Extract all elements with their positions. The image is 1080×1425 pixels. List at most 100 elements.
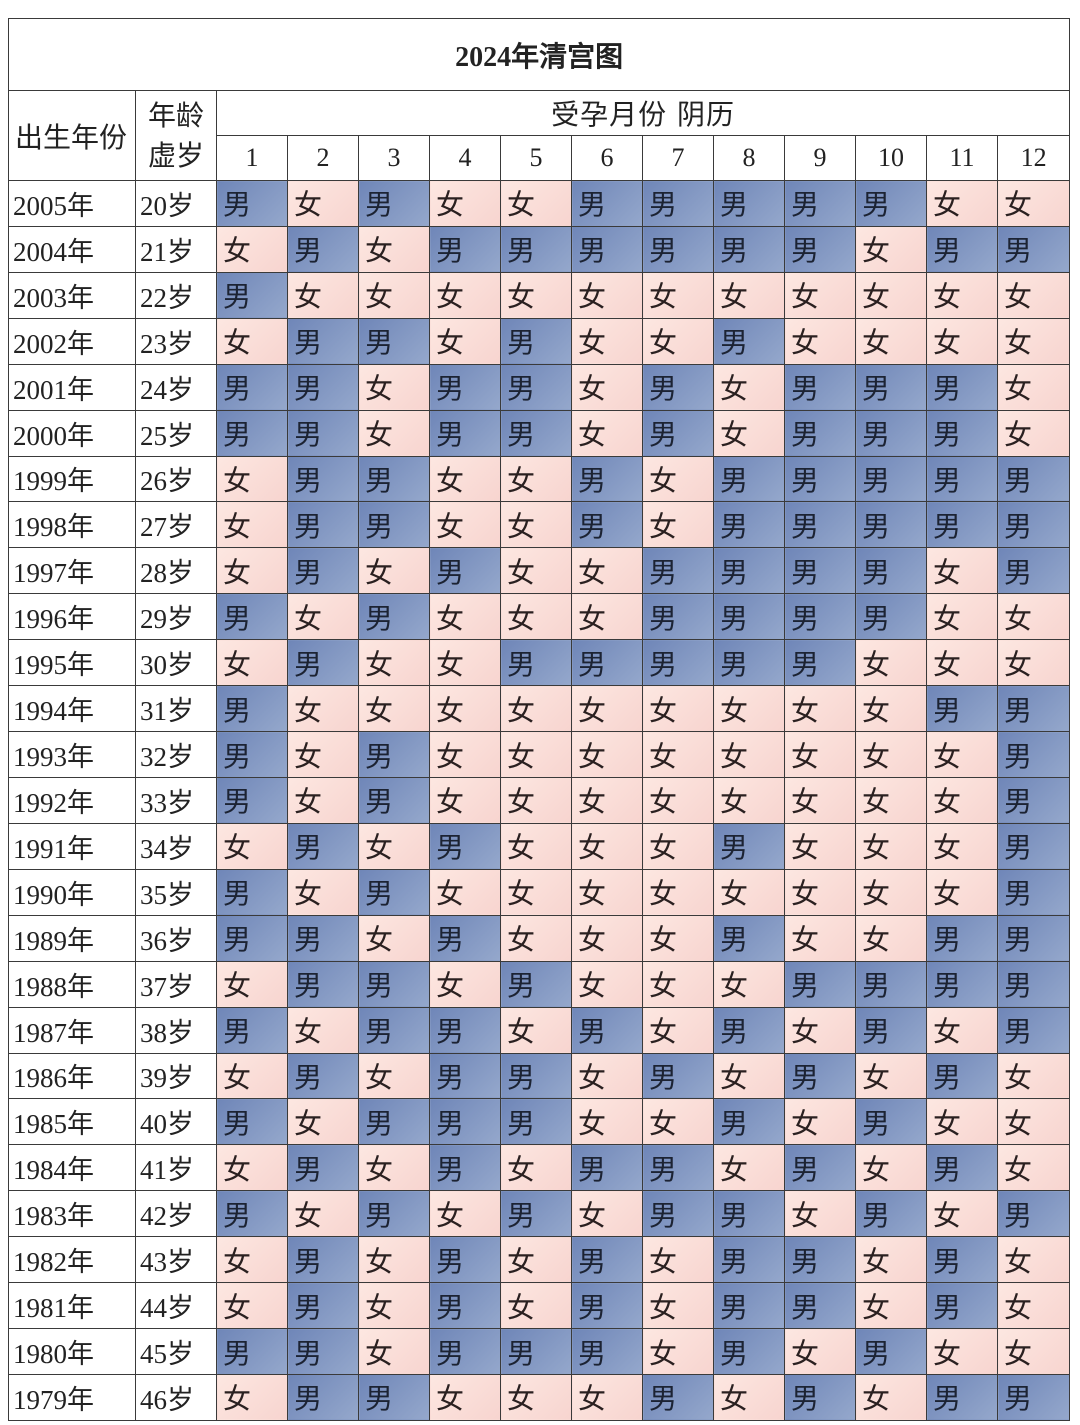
female-cell: 女 bbox=[287, 180, 359, 227]
male-cell: 男 bbox=[926, 501, 998, 549]
male-cell: 男 bbox=[926, 914, 998, 962]
female-cell: 女 bbox=[713, 1144, 785, 1192]
female-cell: 女 bbox=[216, 960, 288, 1008]
female-cell: 女 bbox=[571, 363, 643, 411]
male-cell: 男 bbox=[358, 455, 430, 503]
age-cell: 40岁 bbox=[135, 1098, 217, 1146]
birth-year-cell: 1985年 bbox=[8, 1098, 136, 1146]
female-cell: 女 bbox=[216, 1052, 288, 1100]
male-cell: 男 bbox=[713, 455, 785, 503]
age-cell: 43岁 bbox=[135, 1236, 217, 1284]
female-cell: 女 bbox=[855, 271, 927, 319]
female-cell: 女 bbox=[926, 776, 998, 824]
female-cell: 女 bbox=[571, 1052, 643, 1100]
female-cell: 女 bbox=[713, 1373, 785, 1422]
gender-chart-table: 2024年清宫图 出生年份 年龄 虚岁 受孕月份 阴历 1 2 3 4 5 6 7 8 9 10 1… bbox=[7, 18, 1071, 1422]
table-row: 1988年 37岁女男男女男女女女男男男男 bbox=[8, 960, 1071, 1008]
male-cell: 男 bbox=[216, 271, 288, 319]
male-cell: 男 bbox=[429, 914, 501, 962]
female-cell: 女 bbox=[784, 1098, 856, 1146]
male-cell: 男 bbox=[713, 1328, 785, 1375]
male-cell: 男 bbox=[926, 363, 998, 411]
male-cell: 男 bbox=[855, 547, 927, 595]
female-cell: 女 bbox=[287, 776, 359, 824]
male-cell: 男 bbox=[996, 547, 1071, 595]
male-cell: 男 bbox=[287, 1282, 359, 1330]
female-cell: 女 bbox=[358, 409, 430, 457]
female-cell: 女 bbox=[287, 1006, 359, 1054]
male-cell: 男 bbox=[713, 1236, 785, 1284]
female-cell: 女 bbox=[784, 1190, 856, 1238]
male-cell: 男 bbox=[996, 1190, 1071, 1238]
male-cell: 男 bbox=[216, 868, 288, 916]
female-cell: 女 bbox=[358, 271, 430, 319]
male-cell: 男 bbox=[784, 960, 856, 1008]
age-cell: 35岁 bbox=[135, 868, 217, 916]
table-row: 1990年 35岁男女男女女女女女女女女男 bbox=[8, 868, 1071, 916]
female-cell: 女 bbox=[216, 1236, 288, 1284]
birth-year-cell: 2004年 bbox=[8, 225, 136, 273]
month-header-9: 9 bbox=[784, 135, 856, 181]
female-cell: 女 bbox=[642, 685, 714, 733]
female-cell: 女 bbox=[287, 271, 359, 319]
female-cell: 女 bbox=[500, 1236, 572, 1284]
female-cell: 女 bbox=[500, 1373, 572, 1422]
male-cell: 男 bbox=[287, 1144, 359, 1192]
female-cell: 女 bbox=[216, 1373, 288, 1422]
male-cell: 男 bbox=[216, 776, 288, 824]
male-cell: 男 bbox=[713, 501, 785, 549]
female-cell: 女 bbox=[784, 1006, 856, 1054]
table-row: 1980年 45岁男男女男男男女男女男女女 bbox=[8, 1328, 1071, 1375]
female-cell: 女 bbox=[429, 180, 501, 227]
female-cell: 女 bbox=[642, 317, 714, 365]
male-cell: 男 bbox=[855, 455, 927, 503]
table-row: 1993年 32岁男女男女女女女女女女女男 bbox=[8, 731, 1071, 778]
table-row: 1999年 26岁女男男女女男女男男男男男 bbox=[8, 455, 1071, 503]
female-cell: 女 bbox=[713, 868, 785, 916]
female-cell: 女 bbox=[996, 1328, 1071, 1375]
female-cell: 女 bbox=[429, 501, 501, 549]
male-cell: 男 bbox=[429, 1282, 501, 1330]
female-cell: 女 bbox=[358, 639, 430, 687]
table-row: 2002年 23岁女男男女男女女男女女女女 bbox=[8, 317, 1071, 365]
female-cell: 女 bbox=[713, 1052, 785, 1100]
birth-year-cell: 1993年 bbox=[8, 731, 136, 778]
male-cell: 男 bbox=[926, 1282, 998, 1330]
male-cell: 男 bbox=[216, 1190, 288, 1238]
female-cell: 女 bbox=[642, 960, 714, 1008]
female-cell: 女 bbox=[996, 1052, 1071, 1100]
female-cell: 女 bbox=[784, 822, 856, 870]
male-cell: 男 bbox=[287, 1052, 359, 1100]
female-cell: 女 bbox=[996, 363, 1071, 411]
male-cell: 男 bbox=[926, 225, 998, 273]
female-cell: 女 bbox=[784, 685, 856, 733]
female-cell: 女 bbox=[429, 639, 501, 687]
female-cell: 女 bbox=[642, 868, 714, 916]
male-cell: 男 bbox=[926, 1052, 998, 1100]
female-cell: 女 bbox=[358, 685, 430, 733]
male-cell: 男 bbox=[358, 1190, 430, 1238]
female-cell: 女 bbox=[926, 822, 998, 870]
female-cell: 女 bbox=[429, 731, 501, 778]
male-cell: 男 bbox=[287, 225, 359, 273]
male-cell: 男 bbox=[358, 776, 430, 824]
male-cell: 男 bbox=[429, 547, 501, 595]
female-cell: 女 bbox=[996, 180, 1071, 227]
female-cell: 女 bbox=[713, 363, 785, 411]
female-cell: 女 bbox=[571, 547, 643, 595]
male-cell: 男 bbox=[784, 501, 856, 549]
table-row: 2003年 22岁男女女女女女女女女女女女 bbox=[8, 271, 1071, 319]
birth-year-cell: 1980年 bbox=[8, 1328, 136, 1375]
female-cell: 女 bbox=[642, 271, 714, 319]
male-cell: 男 bbox=[571, 501, 643, 549]
female-cell: 女 bbox=[358, 225, 430, 273]
female-cell: 女 bbox=[216, 1144, 288, 1192]
male-cell: 男 bbox=[642, 1190, 714, 1238]
male-cell: 男 bbox=[429, 1098, 501, 1146]
age-cell: 36岁 bbox=[135, 914, 217, 962]
female-cell: 女 bbox=[500, 731, 572, 778]
birth-year-cell: 2002年 bbox=[8, 317, 136, 365]
female-cell: 女 bbox=[784, 914, 856, 962]
table-row: 1979年 46岁女男男女女女男女男女男男 bbox=[8, 1373, 1071, 1422]
male-cell: 男 bbox=[642, 593, 714, 641]
